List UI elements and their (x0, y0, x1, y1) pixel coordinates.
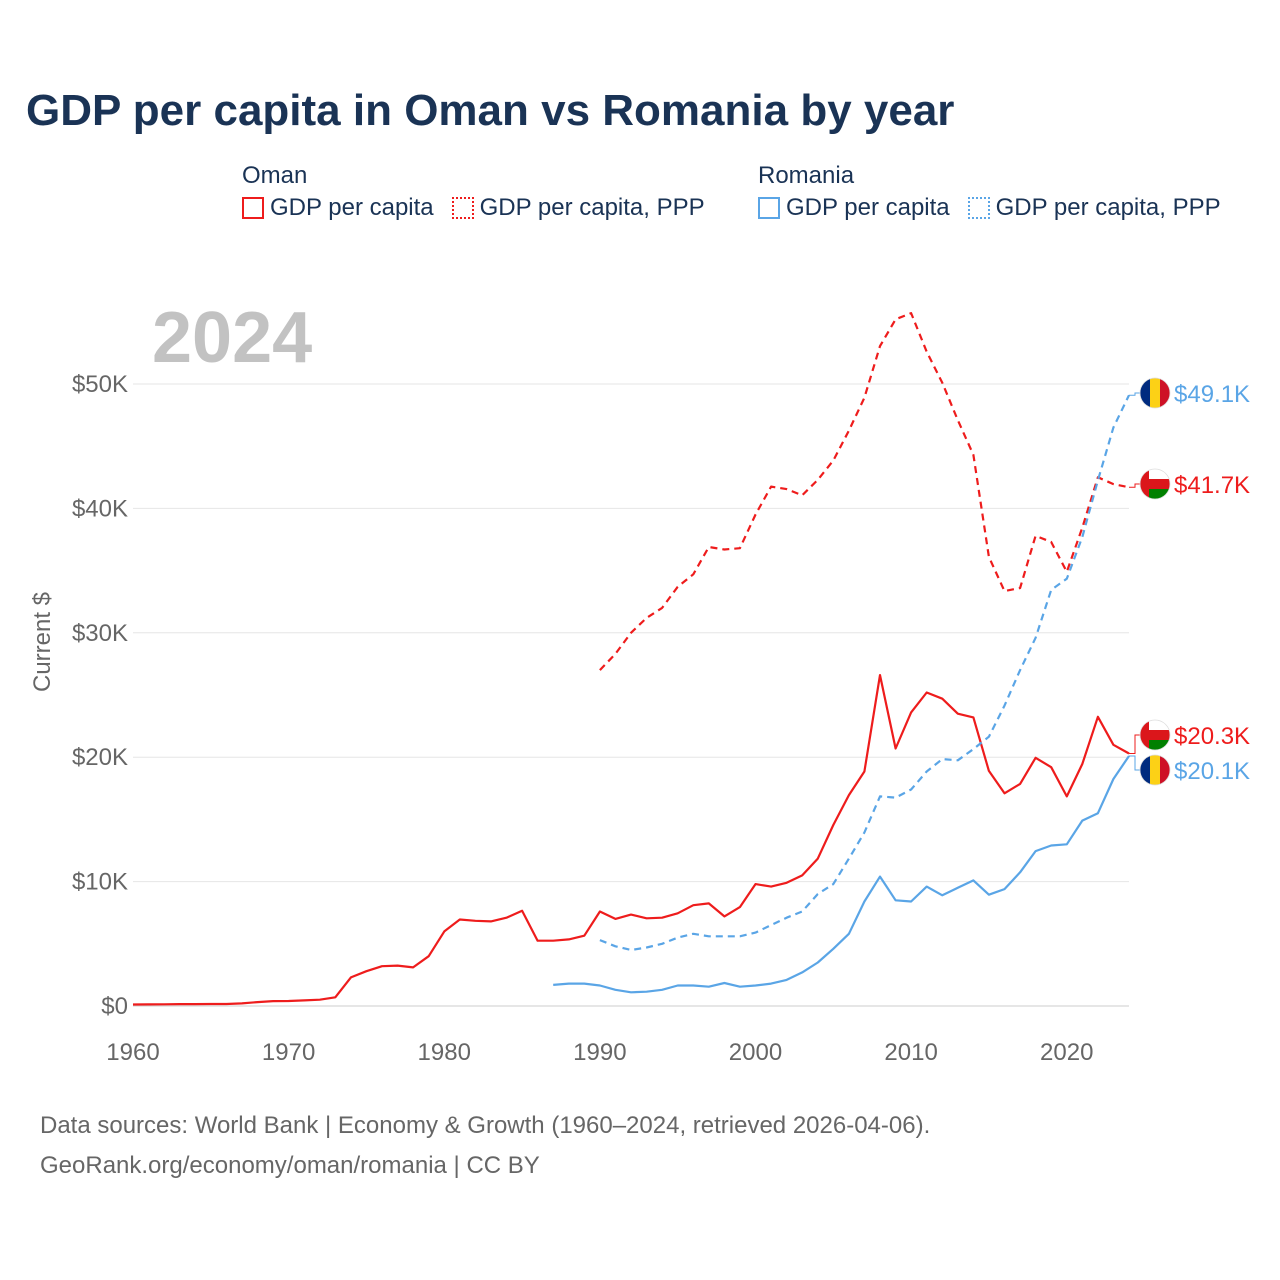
attribution-link[interactable]: GeoRank.org/economy/oman/romania | CC BY (40, 1152, 540, 1179)
series-line-oman-gdp-per-capita[interactable] (132, 674, 1130, 1006)
y-axis-label: Current $ (29, 592, 56, 692)
legend-item-oman-gdp-ppp[interactable]: GDP per capita, PPP (451, 194, 705, 222)
y-tick-label: $10K (72, 869, 128, 896)
legend-item-oman-gdp[interactable]: GDP per capita (242, 194, 434, 222)
leader-line (1129, 734, 1140, 754)
legend-swatch-dotted (967, 197, 990, 219)
year-watermark: 2024 (152, 298, 312, 378)
end-value-label: $20.1K (1174, 758, 1250, 785)
legend-swatch-solid (758, 197, 780, 219)
chart-title: GDP per capita in Oman vs Romania by yea… (26, 86, 955, 135)
legend-item-romania-gdp[interactable]: GDP per capita (758, 194, 950, 222)
x-tick-label: 2000 (729, 1039, 782, 1066)
legend-swatch-solid (242, 197, 264, 219)
legend-group-title: Romania (758, 162, 855, 189)
series-line-romania-gdp-per-capita-ppp[interactable] (599, 394, 1130, 952)
end-label-oman: $41.7K (1129, 468, 1250, 500)
legend-group-title: Oman (242, 162, 308, 189)
end-value-label: $20.3K (1174, 723, 1250, 750)
x-tick-label: 1980 (418, 1039, 471, 1066)
legend-label: GDP per capita (786, 194, 950, 221)
y-tick-label: $0 (101, 993, 128, 1020)
legend-group-oman: Oman GDP per capita GDP per capita, PPP (242, 162, 705, 222)
end-label-oman: $20.3K (1129, 719, 1250, 754)
end-value-label: $41.7K (1174, 472, 1250, 499)
y-axis: $0 $10K $20K $30K $40K $50K (72, 371, 128, 1020)
footer: Data sources: World Bank | Economy & Gro… (40, 1106, 930, 1186)
legend-swatch-dotted (451, 197, 474, 219)
data-sources-text: Data sources: World Bank | Economy & Gro… (40, 1112, 931, 1139)
legend-label: GDP per capita, PPP (995, 194, 1221, 221)
romania-flag-icon (1139, 377, 1171, 409)
x-tick-label: 1970 (262, 1039, 315, 1066)
leader-line (1129, 483, 1140, 488)
series-line-romania-gdp-per-capita[interactable] (553, 755, 1130, 994)
x-tick-label: 2010 (884, 1039, 937, 1066)
series-layer (132, 312, 1130, 1006)
x-axis: 1960 1970 1980 1990 2000 2010 2020 (106, 1039, 1093, 1066)
end-label-romania: $49.1K (1129, 377, 1250, 409)
legend-label: GDP per capita (270, 194, 434, 221)
end-value-label: $49.1K (1174, 381, 1250, 408)
end-labels: $49.1K $41.7K $20.3K $20.1K (1129, 377, 1250, 786)
romania-flag-icon (1139, 754, 1171, 786)
series-line-oman-gdp-per-capita-ppp[interactable] (599, 312, 1130, 671)
legend-label: GDP per capita, PPP (479, 194, 705, 221)
grid (133, 383, 1129, 1007)
y-tick-label: $50K (72, 371, 128, 398)
y-tick-label: $40K (72, 495, 128, 522)
leader-line (1129, 392, 1140, 396)
end-label-romania: $20.1K (1129, 754, 1250, 786)
x-tick-label: 2020 (1040, 1039, 1093, 1066)
x-tick-label: 1960 (106, 1039, 159, 1066)
y-tick-label: $20K (72, 744, 128, 771)
oman-flag-icon (1139, 719, 1171, 751)
leader-line (1129, 755, 1140, 771)
x-tick-label: 1990 (573, 1039, 626, 1066)
legend-group-romania: Romania GDP per capita GDP per capita, P… (758, 162, 1221, 222)
y-tick-label: $30K (72, 620, 128, 647)
legend-item-romania-gdp-ppp[interactable]: GDP per capita, PPP (967, 194, 1221, 222)
oman-flag-icon (1139, 468, 1171, 500)
